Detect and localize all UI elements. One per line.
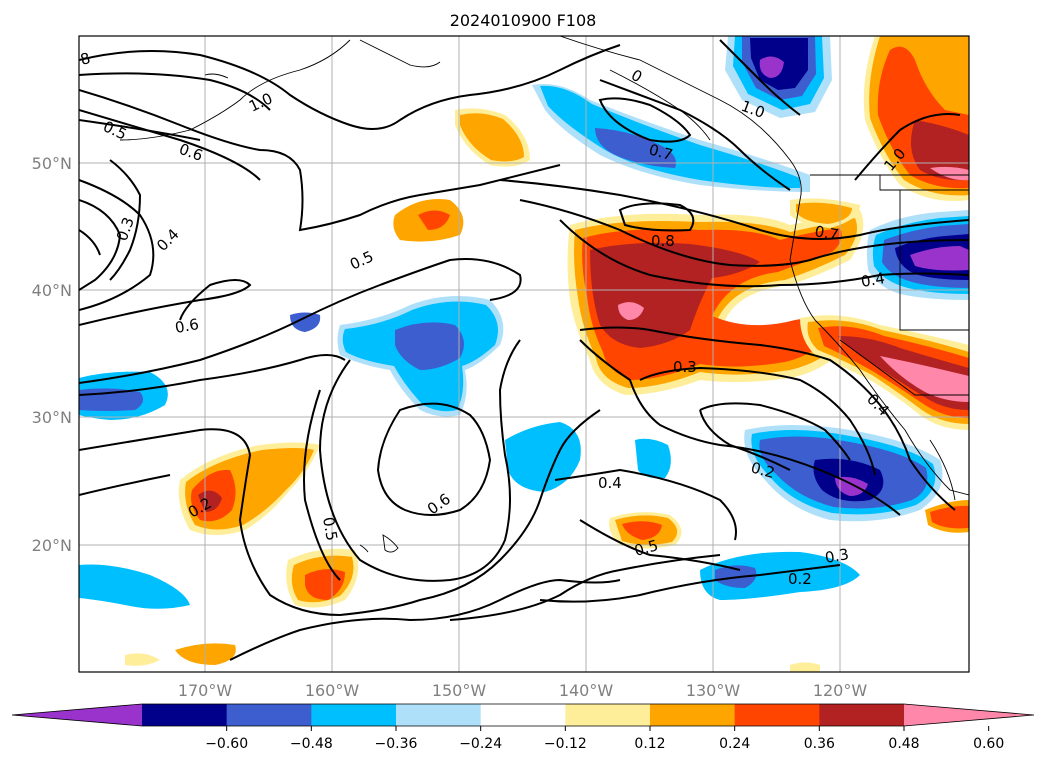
colorbar-outline	[11, 703, 1035, 727]
gridlines	[79, 36, 969, 672]
colorbar-swatch	[142, 704, 228, 726]
cold-anomaly-south	[700, 551, 860, 600]
lon-label: 160°W	[305, 681, 360, 700]
contour-label: 0.4	[860, 269, 887, 291]
contour-label: 0.3	[673, 358, 697, 376]
colorbar-extension-high	[904, 704, 1034, 726]
contour-label: 0.5	[319, 516, 341, 543]
map-frame	[78, 35, 970, 673]
contour-label: 0.3	[824, 545, 851, 567]
contour-label: 0.5	[632, 536, 660, 560]
colorbar-tick-label: 0.36	[804, 736, 835, 752]
contour-label: 0.2	[749, 458, 777, 482]
lon-label: 170°W	[178, 681, 233, 700]
colorbar-tick-label: 0.48	[888, 736, 919, 752]
colorbar-tick-label: −0.36	[375, 736, 418, 752]
lat-label: 40°N	[32, 281, 72, 300]
contour-label: 0.2	[788, 570, 812, 588]
contour-label: 0.6	[174, 315, 201, 337]
lat-label: 50°N	[32, 154, 72, 173]
colorbar-tick-label: 0.12	[634, 736, 665, 752]
colorbar-swatch	[396, 704, 482, 726]
lat-label: 20°N	[32, 536, 72, 555]
colorbar-swatch	[226, 704, 312, 726]
colorbar-swatch	[734, 704, 820, 726]
latitude-labels: 50°N 40°N 30°N 20°N	[32, 154, 72, 555]
lat-label: 30°N	[32, 408, 72, 427]
contour-label: 0.8	[651, 232, 675, 250]
lon-label: 150°W	[432, 681, 487, 700]
contour-lines	[79, 39, 969, 661]
colorbar-tick-label: 0.60	[973, 736, 1004, 752]
colorbar-swatch	[480, 704, 566, 726]
colorbar-tick-label: −0.48	[290, 736, 333, 752]
lon-label: 140°W	[559, 681, 614, 700]
colorbar-swatch	[819, 704, 905, 726]
colorbar-tick-label: −0.60	[205, 736, 248, 752]
map-area: 8 1.0 0.5 0.6 0.3 0.4 0.6 0.5 0.7 1.0 1.…	[79, 36, 969, 672]
longitude-labels: 170°W 160°W 150°W 140°W 130°W 120°W	[178, 681, 868, 700]
colorbar-swatch	[311, 704, 397, 726]
colorbar: −0.60 −0.48 −0.36 −0.24 −0.12 0.12 0.24 0.36 0.4…	[11, 703, 1035, 752]
colorbar-tick-label: −0.24	[459, 736, 502, 752]
contour-label: 0.4	[598, 474, 622, 492]
lon-label: 120°W	[813, 681, 868, 700]
contour-label: 0.7	[647, 140, 675, 164]
colorbar-tick-label: −0.12	[544, 736, 587, 752]
colorbar-swatch	[565, 704, 651, 726]
contour-label: 0.7	[813, 222, 840, 244]
colorbar-swatch	[650, 704, 736, 726]
colorbar-tick-label: 0.24	[719, 736, 750, 752]
figure-title: 2024010900 F108	[450, 11, 597, 30]
lon-label: 130°W	[686, 681, 741, 700]
colorbar-extension-low	[12, 704, 142, 726]
